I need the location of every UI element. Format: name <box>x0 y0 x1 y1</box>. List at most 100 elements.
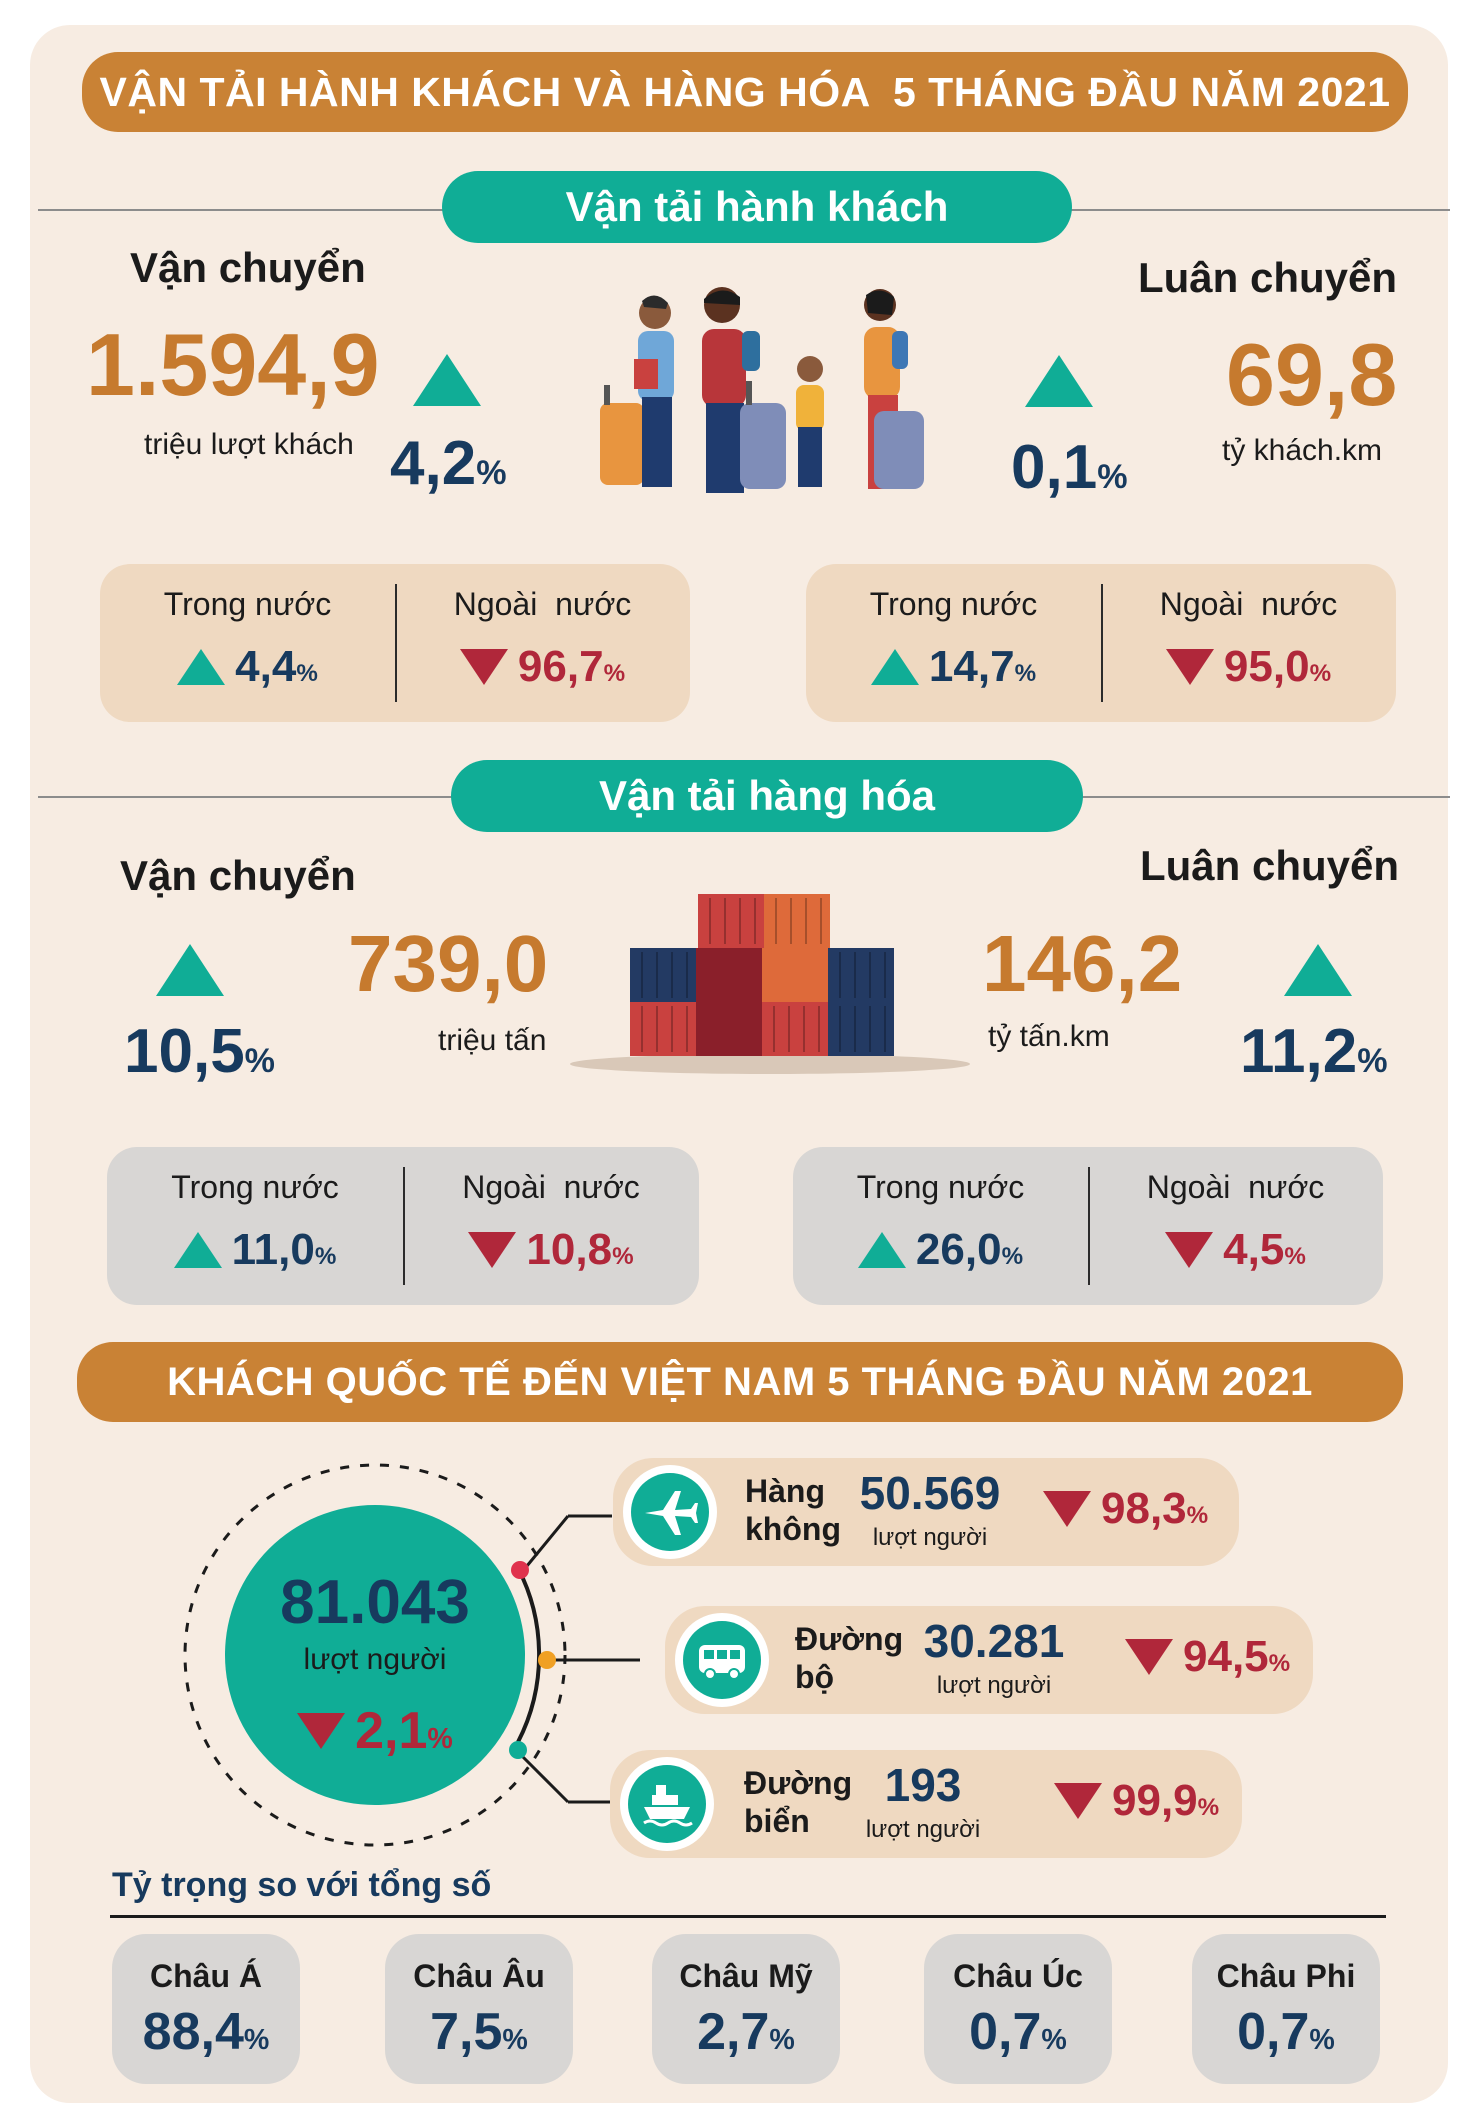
travelers-illustration <box>600 287 924 493</box>
mode-row-air: Hàng không 50.569 lượt người 98,3% <box>613 1458 1239 1566</box>
percent-sign: % <box>244 1042 275 1080</box>
visitors-total-circle: 81.043 lượt người 2,1% <box>225 1505 525 1805</box>
mode-name-line2: biển <box>744 1803 810 1839</box>
foreign-label: Ngoài nước <box>453 586 632 622</box>
increase-arrow-icon <box>1025 355 1093 407</box>
continent-name: Châu Âu <box>413 1958 545 1994</box>
ship-icon <box>643 1785 693 1827</box>
domestic-label: Trong nước <box>163 586 332 622</box>
cargo-rotation-change: 11,2% <box>1240 1016 1388 1087</box>
domestic-change: 4,4% <box>235 642 318 691</box>
mode-name-line1: Đường <box>795 1621 904 1657</box>
passenger-rotation-value: 69,8 <box>1226 325 1398 424</box>
connector-dot-sea <box>509 1741 527 1759</box>
mode-change: 98,3% <box>1043 1484 1208 1534</box>
decrease-arrow-icon <box>468 1232 517 1268</box>
main-title-banner: VẬN TẢI HÀNH KHÁCH VÀ HÀNG HÓA 5 THÁNG Đ… <box>82 52 1408 132</box>
decrease-arrow-icon <box>1054 1783 1102 1819</box>
visitors-title: KHÁCH QUỐC TẾ ĐẾN VIỆT NAM 5 THÁNG ĐẦU N… <box>167 1359 1313 1404</box>
mode-change: 94,5% <box>1125 1632 1290 1682</box>
domestic-change: 14,7% <box>928 642 1037 691</box>
mode-name-line1: Hàng <box>745 1473 825 1509</box>
continent-share: 2,7% <box>697 2003 795 2061</box>
increase-arrow-icon <box>413 354 481 406</box>
mode-row-road: Đường bộ 30.281 lượt người 94,5% <box>665 1606 1313 1714</box>
continent-card-asia: Châu Á 88,4% <box>112 1934 300 2084</box>
continent-name: Châu Úc <box>953 1958 1083 1994</box>
domestic-label: Trong nước <box>856 1169 1025 1205</box>
visitors-title-banner: KHÁCH QUỐC TẾ ĐẾN VIỆT NAM 5 THÁNG ĐẦU N… <box>77 1342 1403 1422</box>
passenger-transport-label: Vận chuyển <box>130 244 366 291</box>
breakdown-separator <box>395 584 397 702</box>
foreign-change: 95,0% <box>1223 642 1332 691</box>
bus-icon <box>699 1645 745 1680</box>
mode-row-sea: Đường biển 193 lượt người 99,9% <box>610 1750 1242 1858</box>
cargo-rotation-label: Luân chuyển <box>1140 842 1400 889</box>
visitors-diagram-lines <box>183 1463 640 1847</box>
mode-name-line2: không <box>745 1511 841 1547</box>
domestic-change: 11,0% <box>231 1225 337 1274</box>
passenger-rotation-change-value: 0,1 <box>1011 433 1098 502</box>
continent-card-africa: Châu Phi 0,7% <box>1192 1934 1380 2084</box>
mode-name-line1: Đường <box>744 1765 853 1801</box>
mode-unit: lượt người <box>872 1524 988 1551</box>
passenger-transport-value: 1.594,9 <box>86 315 380 414</box>
mode-change: 99,9% <box>1054 1776 1219 1826</box>
cargo-transport-breakdown: Trong nước 11,0% Ngoài nước 10,8% <box>107 1147 699 1305</box>
cargo-transport-unit: triệu tấn <box>438 1024 547 1057</box>
airplane-icon-badge <box>623 1465 717 1559</box>
cargo-transport-label: Vận chuyển <box>120 852 356 899</box>
decrease-arrow-icon <box>1165 1232 1214 1268</box>
ship-icon-badge <box>620 1757 714 1851</box>
continent-name: Châu Á <box>150 1958 262 1994</box>
cargo-transport-change-value: 10,5 <box>124 1017 245 1086</box>
section-pill-cargo: Vận tải hàng hóa <box>451 760 1083 832</box>
continent-name: Châu Phi <box>1216 1958 1356 1994</box>
section-title-passenger: Vận tải hành khách <box>565 183 949 230</box>
mode-unit: lượt người <box>936 1672 1052 1699</box>
cargo-transport-value: 739,0 <box>348 919 549 1008</box>
cargo-transport-change: 10,5% <box>124 1016 275 1087</box>
foreign-change: 10,8% <box>526 1225 634 1274</box>
decrease-arrow-icon <box>459 649 508 685</box>
foreign-change: 4,5% <box>1223 1225 1306 1274</box>
share-label: Tỷ trọng so với tổng số <box>112 1866 492 1904</box>
visitors-total-change: 2,1% <box>225 1701 525 1761</box>
foreign-label: Ngoài nước <box>1146 1169 1325 1205</box>
decrease-arrow-icon <box>297 1713 346 1749</box>
passenger-rotation-label: Luân chuyển <box>1138 254 1398 301</box>
passenger-transport-change-value: 4,2 <box>390 429 477 498</box>
share-divider <box>110 1915 1386 1918</box>
mode-value: 30.281 <box>923 1615 1065 1667</box>
foreign-label: Ngoài nước <box>1159 586 1338 622</box>
continent-share: 0,7% <box>969 2003 1067 2061</box>
increase-arrow-icon <box>857 1232 906 1268</box>
connector-dot-air <box>511 1561 529 1579</box>
containers-illustration <box>570 894 970 1074</box>
domestic-label: Trong nước <box>869 586 1038 622</box>
increase-arrow-icon <box>173 1232 222 1268</box>
airplane-icon <box>645 1491 698 1535</box>
passenger-transport-breakdown: Trong nước 4,4% Ngoài nước 96,7% <box>100 564 690 722</box>
cargo-rotation-change-value: 11,2 <box>1240 1017 1358 1086</box>
percent-sign: % <box>476 454 507 492</box>
continent-share: 88,4% <box>142 2003 270 2061</box>
passenger-rotation-change: 0,1% <box>1011 432 1128 503</box>
section-title-cargo: Vận tải hàng hóa <box>598 772 936 819</box>
domestic-label: Trong nước <box>171 1169 339 1205</box>
passenger-rotation-breakdown: Trong nước 14,7% Ngoài nước 95,0% <box>806 564 1396 722</box>
increase-arrow-icon <box>1284 944 1352 996</box>
decrease-arrow-icon <box>1125 1639 1173 1675</box>
visitors-total-unit: lượt người <box>303 1643 447 1676</box>
mode-value: 50.569 <box>859 1467 1001 1519</box>
cargo-rotation-value: 146,2 <box>982 919 1183 1008</box>
mode-name-line2: bộ <box>795 1659 835 1695</box>
domestic-change: 26,0% <box>915 1225 1024 1274</box>
connector-dot-road <box>538 1651 556 1669</box>
continent-card-europe: Châu Âu 7,5% <box>385 1934 573 2084</box>
section-pill-passenger: Vận tải hành khách <box>442 171 1072 243</box>
main-title: VẬN TẢI HÀNH KHÁCH VÀ HÀNG HÓA 5 THÁNG Đ… <box>99 68 1391 115</box>
mode-value: 193 <box>884 1759 962 1811</box>
cargo-rotation-breakdown: Trong nước 26,0% Ngoài nước 4,5% <box>793 1147 1383 1305</box>
foreign-label: Ngoài nước <box>462 1169 640 1205</box>
